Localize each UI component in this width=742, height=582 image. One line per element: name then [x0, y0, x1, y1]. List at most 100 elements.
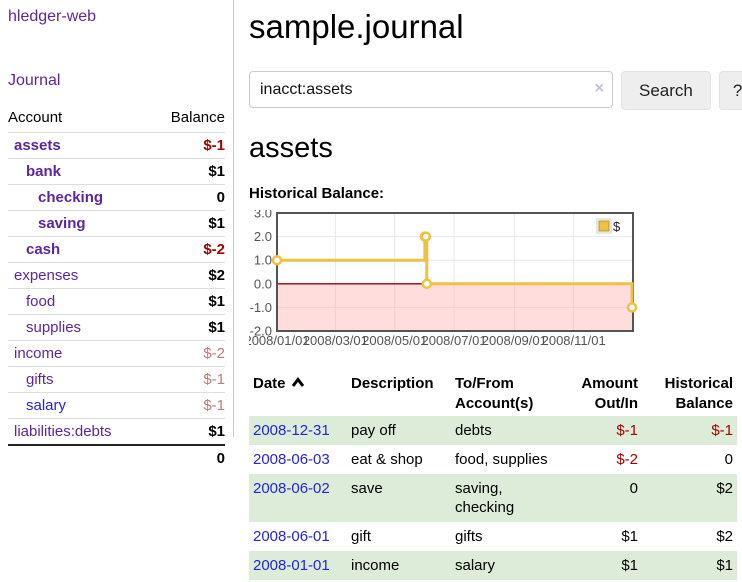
account-balance: $-2	[150, 340, 225, 367]
amount-cell: $1	[621, 557, 638, 574]
svg-text:-1.0: -1.0	[250, 300, 272, 315]
sidebar-account-link-assets[interactable]: assets	[14, 137, 61, 154]
account-heading: assets	[249, 132, 333, 164]
clear-search-icon[interactable]: ×	[594, 80, 604, 97]
accounts-cell: salary	[455, 557, 496, 574]
account-balance: $1	[150, 210, 225, 237]
historical-balance-chart: $3.0 2.0 1.0 0.0 -1.0 -2.0 2008/01/01 2008/03/0…	[244, 206, 649, 350]
sidebar-account-link-saving[interactable]: saving	[38, 215, 86, 232]
accounts-cell: debts	[455, 422, 492, 439]
account-name-cell: assets	[8, 132, 151, 159]
description-cell: income	[351, 557, 400, 574]
date-cell: 2008-12-31	[249, 416, 347, 445]
accounts-header-balance: Balance	[170, 109, 225, 126]
page-title: sample.journal	[249, 8, 464, 45]
help-button[interactable]: ?	[718, 71, 742, 110]
date-cell: 2008-06-03	[249, 445, 347, 474]
sidebar-account-link-gifts[interactable]: gifts	[26, 371, 54, 388]
svg-text:2008/03/01: 2008/03/01	[303, 333, 368, 348]
svg-text:-2.0: -2.0	[250, 324, 272, 339]
search-box: ×	[249, 71, 613, 108]
balance-cell: $2	[716, 480, 733, 497]
register-header-amount: Amount Out/In	[581, 375, 638, 412]
account-balance: $-1	[150, 132, 225, 159]
register-header-balance: Historical Balance	[664, 375, 733, 412]
transaction-date-link[interactable]: 2008-06-01	[253, 528, 330, 545]
sidebar: hledger-web Journal Account Balance asse…	[0, 0, 233, 580]
spacer	[8, 444, 151, 471]
transaction-date-link[interactable]: 2008-01-01	[253, 557, 330, 574]
sidebar-divider	[233, 0, 234, 437]
account-balance: $-1	[150, 366, 225, 393]
register-header-accounts: To/From Account(s)	[455, 375, 534, 412]
svg-text:2.0: 2.0	[254, 229, 272, 244]
sidebar-account-link-liabilities-debts[interactable]: liabilities:debts	[14, 423, 112, 440]
brand-link[interactable]: hledger-web	[8, 8, 97, 25]
sidebar-account-link-supplies[interactable]: supplies	[26, 319, 82, 336]
amount-cell: 0	[629, 480, 638, 497]
account-name-cell: expenses	[8, 262, 151, 289]
account-balance: $-2	[150, 236, 225, 263]
transaction-date-link[interactable]: 2008-06-02	[253, 480, 330, 497]
svg-text:3.0: 3.0	[254, 210, 272, 221]
search-input[interactable]	[249, 71, 613, 108]
svg-text:2008/05/01: 2008/05/01	[362, 333, 427, 348]
sidebar-account-link-bank[interactable]: bank	[26, 163, 62, 180]
svg-text:1.0: 1.0	[254, 253, 272, 268]
transaction-date-link[interactable]: 2008-12-31	[253, 422, 330, 439]
account-balance: $-1	[150, 392, 225, 419]
account-row: food $1	[8, 288, 225, 315]
account-name-cell: income	[8, 340, 151, 367]
sidebar-account-link-checking[interactable]: checking	[38, 189, 104, 206]
account-row: salary $-1	[8, 392, 225, 419]
register-table: Date Description To/From Account(s) Amou…	[249, 372, 737, 580]
account-name-cell: cash	[8, 236, 151, 263]
sidebar-item-journal[interactable]: Journal	[8, 72, 61, 89]
account-name-cell: liabilities:debts	[8, 418, 151, 445]
account-balance: $1	[150, 288, 225, 315]
balance-cell: $2	[716, 528, 733, 545]
search-form: × Search ?	[249, 71, 742, 110]
account-row: checking 0	[8, 184, 225, 211]
transaction-date-link[interactable]: 2008-06-03	[253, 451, 330, 468]
account-row: expenses $2	[8, 262, 225, 289]
account-name-cell: checking	[8, 184, 151, 211]
chart-title: Historical Balance:	[249, 185, 385, 202]
date-cell: 2008-06-02	[249, 474, 347, 522]
chart-canvas: $3.0 2.0 1.0 0.0 -1.0 -2.02008/01/012008/03/0…	[244, 206, 638, 348]
description-cell: save	[351, 480, 383, 497]
accounts-cell: gifts	[455, 528, 483, 545]
account-name-cell: saving	[8, 210, 151, 237]
account-balance: $1	[150, 418, 225, 445]
sidebar-account-link-cash[interactable]: cash	[26, 241, 61, 258]
account-row: saving $1	[8, 210, 225, 237]
register-header-row: Date Description To/From Account(s) Amou…	[249, 372, 737, 416]
account-row: gifts $-1	[8, 366, 225, 393]
svg-text:2008/09/01: 2008/09/01	[482, 333, 547, 348]
account-row: liabilities:debts $1	[8, 418, 225, 445]
sidebar-account-link-income[interactable]: income	[14, 345, 63, 362]
sidebar-account-link-salary[interactable]: salary	[26, 397, 67, 414]
balance-cell: $1	[716, 557, 733, 574]
svg-text:0.0: 0.0	[254, 276, 272, 291]
account-balance: 0	[150, 184, 225, 211]
search-button[interactable]: Search	[621, 71, 711, 110]
account-row: cash $-2	[8, 236, 225, 263]
account-row: bank $1	[8, 158, 225, 185]
amount-cell: $-1	[616, 422, 638, 439]
sidebar-account-link-food[interactable]: food	[26, 293, 56, 310]
date-header-label: Date	[253, 375, 286, 392]
balance-cell: 0	[724, 451, 733, 468]
register-header-date[interactable]: Date	[249, 372, 347, 416]
svg-text:2008/01/01: 2008/01/01	[249, 333, 310, 348]
sidebar-account-link-expenses[interactable]: expenses	[14, 267, 79, 284]
account-row: income $-2	[8, 340, 225, 367]
register-row: 2008-06-01 gift gifts $1 $2	[249, 522, 737, 551]
account-row: supplies $1	[8, 314, 225, 341]
register-row: 2008-12-31 pay off debts $-1 $-1	[249, 416, 737, 445]
description-cell: gift	[351, 528, 372, 545]
register-row: 2008-01-01 income salary $1 $1	[249, 551, 737, 580]
register-row: 2008-06-02 save saving, checking 0 $2	[249, 474, 737, 522]
svg-text:2008/11/01: 2008/11/01	[542, 333, 606, 348]
